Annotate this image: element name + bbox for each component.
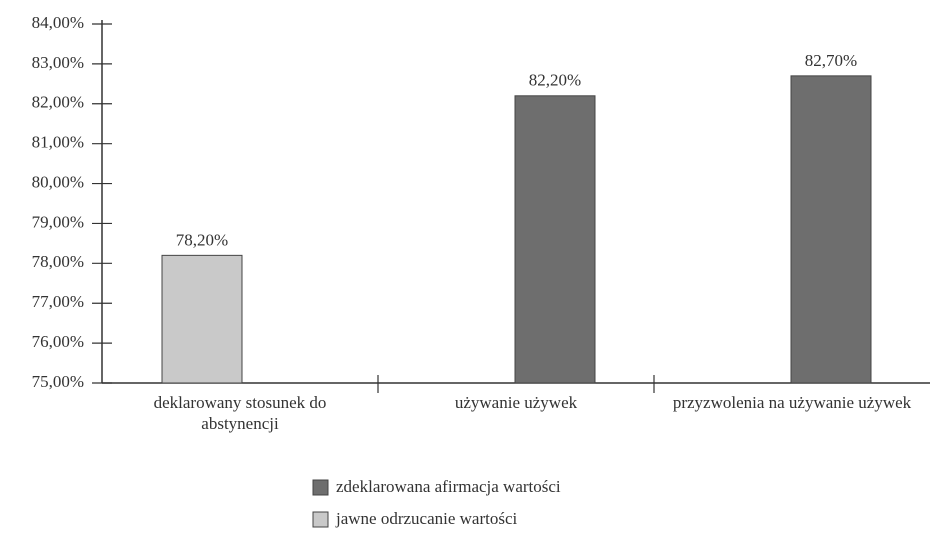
y-tick-label: 83,00% — [32, 53, 84, 72]
bar — [514, 95, 596, 384]
x-tick-label: deklarowany stosunek do abstynencji — [153, 393, 327, 433]
x-tick-label: używanie używek — [454, 393, 578, 412]
y-tick-label: 76,00% — [32, 332, 84, 351]
legend-swatch — [312, 479, 329, 496]
x-tick-label: przyzwolenia na używanie używek — [672, 393, 912, 412]
y-tick-label: 77,00% — [32, 292, 84, 311]
legend-swatch — [312, 511, 329, 528]
y-tick-label: 82,00% — [32, 93, 84, 112]
value-label: 82,20% — [529, 71, 581, 90]
y-tick-label: 81,00% — [32, 133, 84, 152]
y-tick-label: 75,00% — [32, 372, 84, 391]
legend-label: zdeklarowana afirmacja wartości — [336, 477, 561, 496]
y-tick-label: 79,00% — [32, 212, 84, 231]
bar — [790, 75, 872, 384]
y-tick-label: 78,00% — [32, 252, 84, 271]
y-tick-label: 84,00% — [32, 13, 84, 32]
value-label: 82,70% — [805, 51, 857, 70]
bar — [161, 254, 243, 384]
y-tick-label: 80,00% — [32, 172, 84, 191]
value-label: 78,20% — [176, 230, 228, 249]
legend-label: jawne odrzucanie wartości — [335, 509, 518, 528]
